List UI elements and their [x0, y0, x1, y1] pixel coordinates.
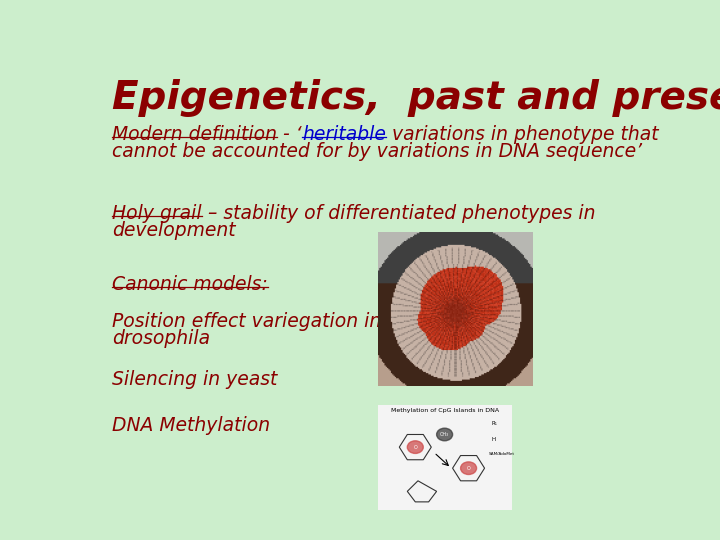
Circle shape [461, 462, 477, 475]
Text: DNA Methylation: DNA Methylation [112, 416, 271, 435]
Circle shape [436, 428, 453, 441]
Text: Modern definition: Modern definition [112, 125, 277, 144]
Text: Canonic models:: Canonic models: [112, 275, 268, 294]
Text: - ‘: - ‘ [277, 125, 302, 144]
Text: Methylation of CpG Islands in DNA: Methylation of CpG Islands in DNA [390, 408, 499, 413]
Text: O: O [413, 444, 417, 450]
Text: CH₃: CH₃ [440, 432, 449, 437]
Text: Position effect variegation in: Position effect variegation in [112, 312, 382, 331]
Text: variations in phenotype that: variations in phenotype that [386, 125, 659, 144]
Text: H: H [491, 436, 495, 442]
Text: – stability of differentiated phenotypes in: – stability of differentiated phenotypes… [202, 204, 595, 223]
Text: cannot be accounted for by variations in DNA sequence’: cannot be accounted for by variations in… [112, 141, 642, 160]
Text: Silencing in yeast: Silencing in yeast [112, 370, 278, 389]
Text: O: O [467, 465, 470, 471]
Text: drosophila: drosophila [112, 329, 210, 348]
Circle shape [408, 441, 423, 454]
Text: Epigenetics,  past and present.  II: Epigenetics, past and present. II [112, 79, 720, 117]
Text: R₁: R₁ [491, 421, 497, 426]
Text: SAM/AdoMet: SAM/AdoMet [489, 453, 515, 456]
Text: development: development [112, 220, 236, 240]
Text: heritable: heritable [302, 125, 386, 144]
Text: Holy grail: Holy grail [112, 204, 202, 223]
